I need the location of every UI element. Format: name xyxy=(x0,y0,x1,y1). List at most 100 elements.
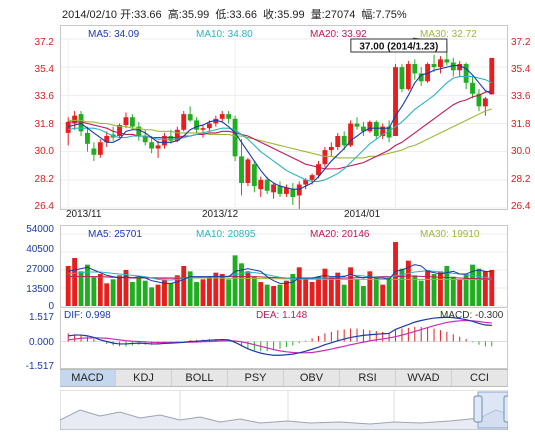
volume-bar xyxy=(168,283,174,306)
volume-bar xyxy=(213,272,219,306)
candle-body xyxy=(322,150,328,165)
price-axis-left-33-6: 33.6 xyxy=(34,91,54,102)
price-axis-left-37-2: 37.2 xyxy=(34,37,54,48)
macd-chart[interactable] xyxy=(61,309,507,368)
volume-bar xyxy=(91,276,97,306)
volume-bar xyxy=(181,266,187,306)
tab-cci[interactable]: CCI xyxy=(452,370,508,386)
candle-body xyxy=(129,117,135,127)
volume-panel[interactable] xyxy=(60,225,508,308)
volume-bar xyxy=(425,270,431,306)
price-axis-right-30-0: 30.0 xyxy=(511,146,531,157)
candle-body xyxy=(239,156,244,183)
volume-bar xyxy=(117,275,122,306)
navigator-left-handle[interactable] xyxy=(473,395,483,423)
quote-change: 幅:7.75% xyxy=(361,9,407,21)
price-ma10-line xyxy=(68,76,493,182)
candle-body xyxy=(444,59,450,63)
volume-bar xyxy=(104,283,110,306)
macd-dea-legend: DEA: 1.148 xyxy=(256,310,308,321)
candle-body xyxy=(264,179,270,191)
volume-bar xyxy=(341,284,347,306)
volume-axis-27000: 27000 xyxy=(26,264,54,275)
volume-bar xyxy=(258,282,264,306)
candle-body xyxy=(457,64,463,71)
volume-bar xyxy=(264,284,270,306)
candle-body xyxy=(348,123,354,146)
candle-body xyxy=(482,98,488,107)
candle-body xyxy=(438,59,443,68)
candle-body xyxy=(187,114,193,121)
price-ma10-legend: MA10: 34.80 xyxy=(196,29,253,40)
navigator-selection[interactable] xyxy=(477,391,508,429)
tab-psy[interactable]: PSY xyxy=(228,370,284,386)
tab-boll[interactable]: BOLL xyxy=(172,370,228,386)
volume-chart[interactable] xyxy=(61,226,507,307)
quote-low: 低:33.66 xyxy=(215,9,257,21)
candle-body xyxy=(354,123,360,127)
candle-body xyxy=(162,136,167,146)
volume-bar xyxy=(450,276,456,306)
volume-bar xyxy=(162,279,167,306)
quote-open: 开:33.66 xyxy=(120,9,162,21)
volume-ma20-legend: MA20: 20146 xyxy=(310,229,370,240)
volume-bar xyxy=(65,266,71,306)
volume-bar xyxy=(489,269,495,306)
candle-body xyxy=(399,67,405,90)
volume-bar xyxy=(373,276,379,306)
candle-body xyxy=(174,129,180,141)
price-axis-left-31-8: 31.8 xyxy=(34,119,54,130)
candle-body xyxy=(85,132,90,144)
tab-kdj[interactable]: KDJ xyxy=(116,370,172,386)
candle-body xyxy=(450,62,456,71)
candle-body xyxy=(367,121,373,132)
volume-bar xyxy=(110,279,116,306)
volume-bar xyxy=(399,268,405,306)
candle-body xyxy=(405,64,411,90)
candle-body xyxy=(136,126,142,137)
navigator-right-handle[interactable] xyxy=(503,395,508,423)
x-label-2013-12: 2013/12 xyxy=(202,209,239,220)
price-chart[interactable]: 37.00 (2014/1.23)26.55 xyxy=(61,26,507,224)
volume-bar xyxy=(367,271,373,306)
volume-bar xyxy=(155,284,161,306)
volume-bar xyxy=(72,258,78,306)
volume-ma30-line xyxy=(68,276,492,280)
volume-bar xyxy=(412,275,418,306)
indicator-tabs: MACD KDJ BOLL PSY OBV RSI WVAD CCI xyxy=(60,369,508,387)
volume-bar xyxy=(348,267,354,306)
tab-macd[interactable]: MACD xyxy=(60,370,116,386)
tab-obv[interactable]: OBV xyxy=(284,370,340,386)
price-axis-right-28-2: 28.2 xyxy=(511,174,531,185)
candle-body xyxy=(470,82,475,94)
candle-body xyxy=(226,114,232,119)
volume-bar xyxy=(219,274,225,306)
candle-body xyxy=(283,187,289,194)
candle-body xyxy=(373,121,379,137)
volume-bar xyxy=(290,274,296,306)
candle-body xyxy=(91,148,97,155)
price-panel[interactable]: 37.00 (2014/1.23)26.55 xyxy=(60,25,508,224)
candle-body xyxy=(200,128,206,130)
price-ma20-legend: MA20: 33.92 xyxy=(310,29,367,40)
volume-bar xyxy=(444,266,450,306)
tab-rsi[interactable]: RSI xyxy=(340,370,396,386)
candle-body xyxy=(213,118,219,124)
volume-bar xyxy=(322,268,328,306)
volume-ma10-line xyxy=(68,270,492,281)
candle-body xyxy=(194,120,200,130)
volume-bar xyxy=(97,274,103,306)
candle-body xyxy=(431,64,437,68)
volume-bar xyxy=(232,255,238,306)
high-annotation-label: 37.00 (2014/1.23) xyxy=(359,42,438,53)
volume-bar xyxy=(328,278,334,306)
range-navigator[interactable] xyxy=(60,390,508,430)
macd-panel[interactable] xyxy=(60,309,508,369)
candle-body xyxy=(418,73,424,82)
candle-body xyxy=(97,142,103,155)
candle-body xyxy=(341,136,347,146)
macd-dea-line xyxy=(68,319,492,354)
tab-wvad[interactable]: WVAD xyxy=(396,370,452,386)
quote-close: 收:35.99 xyxy=(263,9,305,21)
volume-ma10-legend: MA10: 20895 xyxy=(196,229,256,240)
